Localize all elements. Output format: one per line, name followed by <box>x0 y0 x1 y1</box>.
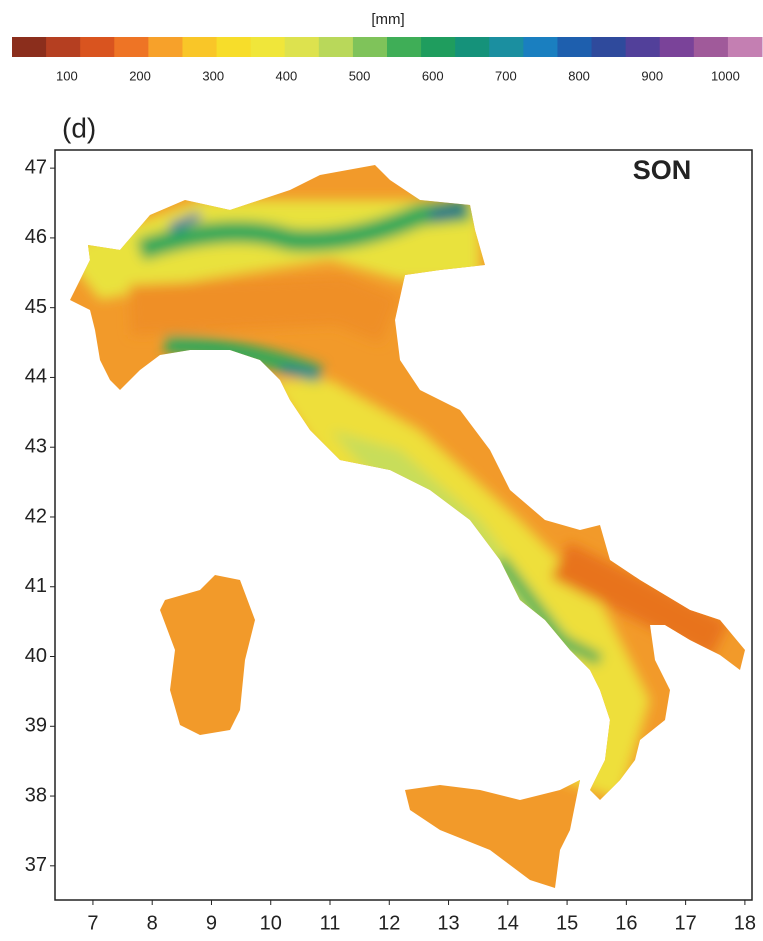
colorbar-segment <box>353 37 388 57</box>
y-tick-label: 44 <box>25 366 47 388</box>
colorbar-segment <box>319 37 354 57</box>
x-tick-label: 9 <box>206 912 217 934</box>
colorbar-segment <box>421 37 456 57</box>
colorbar-tick-label: 500 <box>349 68 371 83</box>
y-tick-label: 45 <box>25 296 47 318</box>
colorbar-segment <box>592 37 627 57</box>
colorbar-tick-label: 1000 <box>711 68 740 83</box>
colorbar-segment <box>728 37 763 57</box>
figure: [mm] 100 200 300 400 500 600 700 800 900 1000 (d) <box>0 0 763 941</box>
colorbar-segment <box>217 37 252 57</box>
colorbar-unit: [mm] <box>371 11 404 28</box>
colorbar-segment <box>557 37 592 57</box>
colorbar-segment <box>387 37 422 57</box>
season-label: SON <box>633 155 692 185</box>
colorbar-tick-label: 200 <box>129 68 151 83</box>
x-tick-label: 11 <box>320 912 341 934</box>
colorbar-segment <box>455 37 490 57</box>
colorbar-segment <box>523 37 558 57</box>
y-tick-label: 47 <box>25 156 47 178</box>
y-tick-label: 40 <box>25 645 47 667</box>
y-tick-label: 41 <box>25 575 47 597</box>
x-tick-label: 15 <box>556 912 578 934</box>
map-land <box>55 150 752 900</box>
colorbar-segment <box>46 37 81 57</box>
x-tick-label: 18 <box>734 912 756 934</box>
colorbar-segment <box>114 37 149 57</box>
colorbar-segment <box>694 37 729 57</box>
x-tick-label: 7 <box>87 912 98 934</box>
x-tick-label: 8 <box>147 912 158 934</box>
colorbar-tick-label: 600 <box>422 68 444 83</box>
x-tick-label: 14 <box>497 912 519 934</box>
y-tick-label: 39 <box>25 715 47 737</box>
x-tick-label: 12 <box>378 912 400 934</box>
colorbar-tick-label: 800 <box>568 68 590 83</box>
x-tick-label: 10 <box>260 912 282 934</box>
colorbar-tick-label: 900 <box>641 68 663 83</box>
colorbar-segment <box>660 37 695 57</box>
colorbar-segment <box>251 37 286 57</box>
x-tick-label: 13 <box>437 912 459 934</box>
colorbar-segment <box>285 37 320 57</box>
y-tick-label: 42 <box>25 505 47 527</box>
colorbar-tick-label: 400 <box>276 68 298 83</box>
colorbar-segment <box>12 37 47 57</box>
colorbar-segment <box>148 37 183 57</box>
colorbar-segment <box>489 37 524 57</box>
colorbar-segment <box>80 37 115 57</box>
colorbar-tick-label: 300 <box>202 68 224 83</box>
y-tick-label: 38 <box>25 784 47 806</box>
y-tick-label: 46 <box>25 226 47 248</box>
page: [mm] 100 200 300 400 500 600 700 800 900 1000 (d) <box>0 0 763 941</box>
colorbar-segment <box>626 37 661 57</box>
panel-label: (d) <box>62 112 96 143</box>
colorbar-segment <box>182 37 217 57</box>
colorbar-tick-label: 100 <box>56 68 78 83</box>
colorbar-tick-label: 700 <box>495 68 517 83</box>
y-tick-label: 37 <box>25 854 47 876</box>
y-tick-label: 43 <box>25 435 47 457</box>
x-tick-label: 17 <box>674 912 696 934</box>
x-tick-label: 16 <box>615 912 637 934</box>
colorbar: 100 200 300 400 500 600 700 800 900 1000 <box>12 37 763 83</box>
